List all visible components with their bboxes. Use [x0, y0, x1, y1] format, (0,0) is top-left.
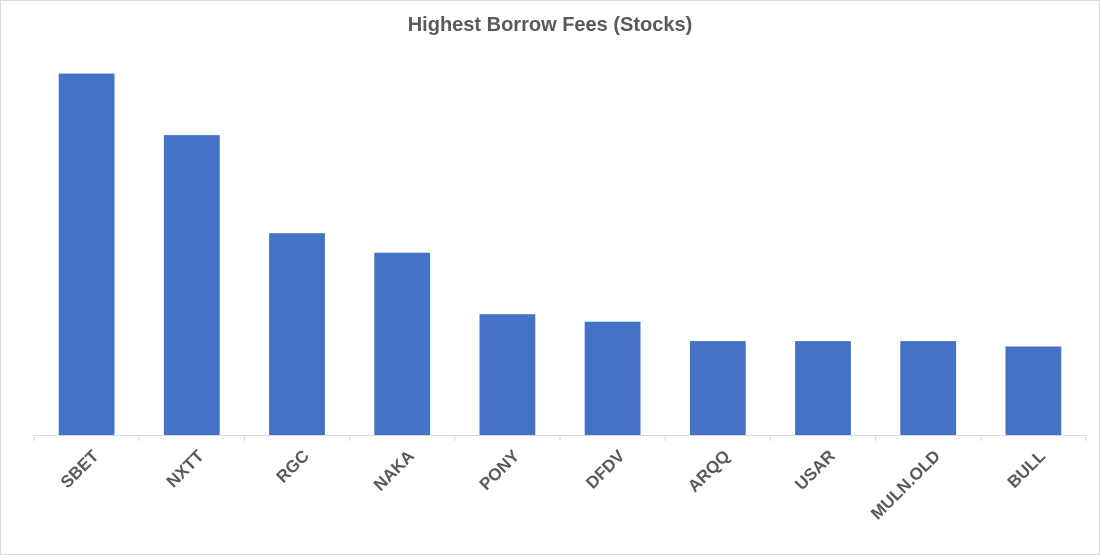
- bars-group: [58, 73, 1062, 435]
- bar-naka: [374, 252, 431, 435]
- bar-dfdv: [584, 321, 641, 435]
- x-tick-labels: SBET NXTT RGC NAKA PONY DFDV ARQQ USAR MULN.OLD B…: [57, 446, 1049, 523]
- bar-usar: [795, 341, 851, 435]
- x-tick-label: RGC: [273, 446, 313, 486]
- x-axis: [33, 435, 1087, 441]
- x-tick-label: NXTT: [163, 446, 208, 491]
- x-tick-label: BULL: [1004, 446, 1049, 491]
- bar-rgc: [269, 233, 325, 435]
- bar-arqq: [689, 341, 746, 435]
- x-tick-label: PONY: [476, 446, 524, 494]
- x-tick-label: NAKA: [370, 446, 418, 494]
- x-tick-label: MULN.OLD: [867, 446, 944, 523]
- chart-title: Highest Borrow Fees (Stocks): [407, 14, 693, 36]
- bar-nxtt: [163, 135, 220, 435]
- bar-pony: [479, 314, 536, 435]
- bar-bull: [1005, 346, 1062, 435]
- x-tick-label: USAR: [791, 446, 838, 493]
- bar-sbet: [58, 73, 115, 435]
- x-tick-label: SBET: [57, 446, 103, 492]
- bar-muln-old: [900, 341, 957, 435]
- x-tick-label: DFDV: [582, 446, 629, 493]
- x-tick-label: ARQQ: [684, 446, 733, 495]
